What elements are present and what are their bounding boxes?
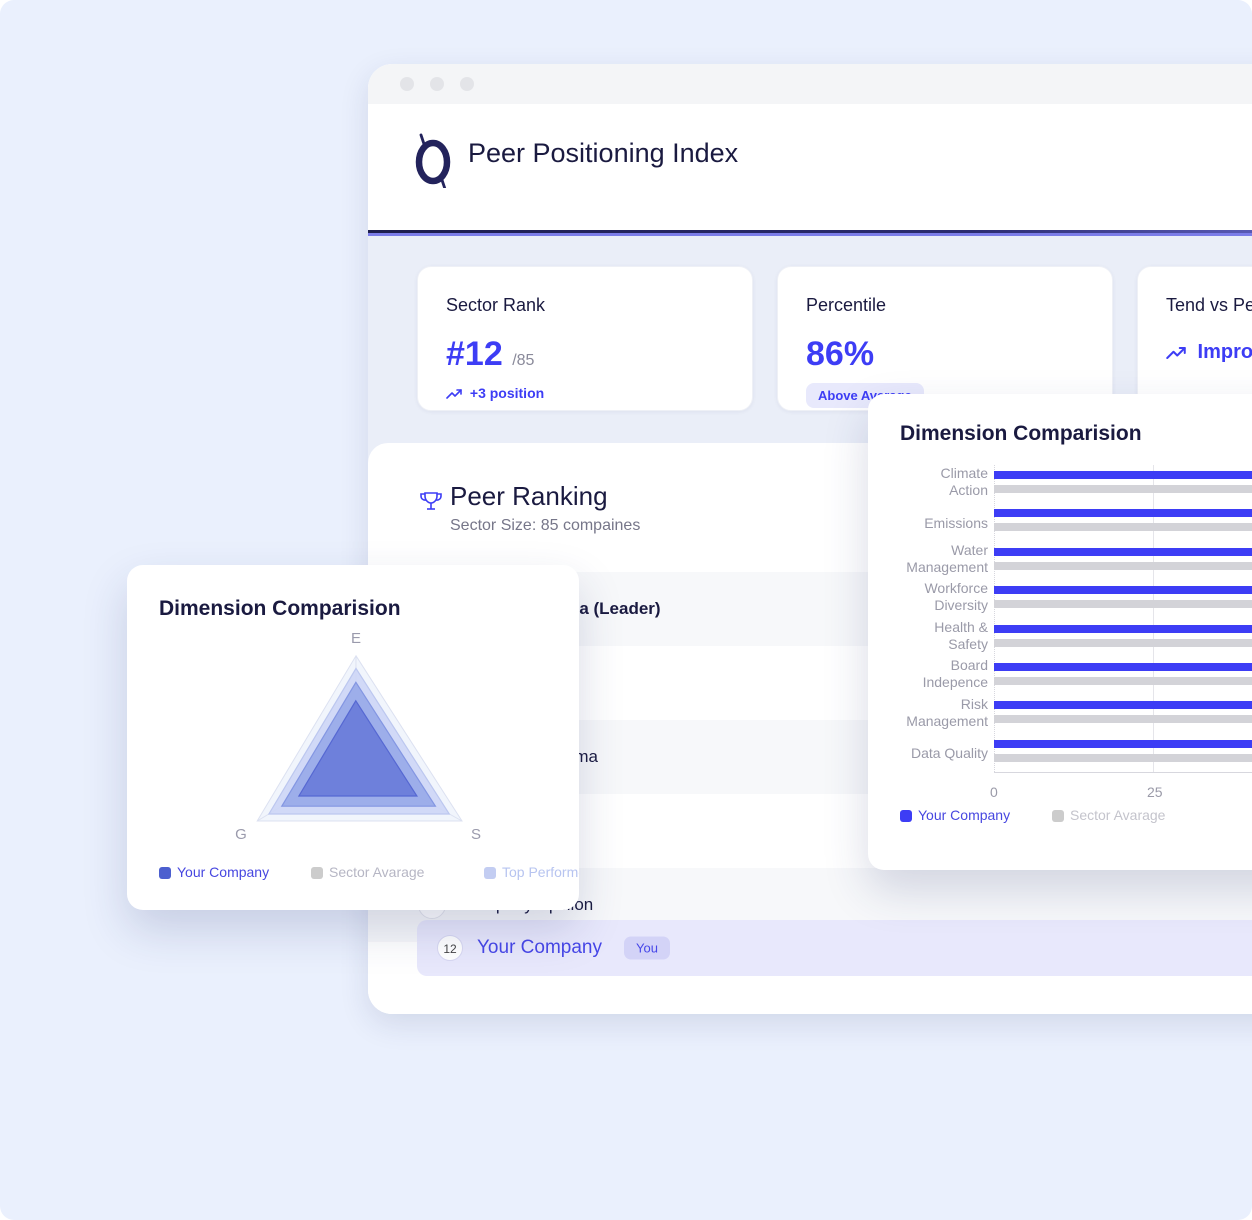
- svg-text:G: G: [235, 826, 247, 843]
- svg-text:S: S: [471, 826, 481, 843]
- svg-text:E: E: [351, 630, 361, 647]
